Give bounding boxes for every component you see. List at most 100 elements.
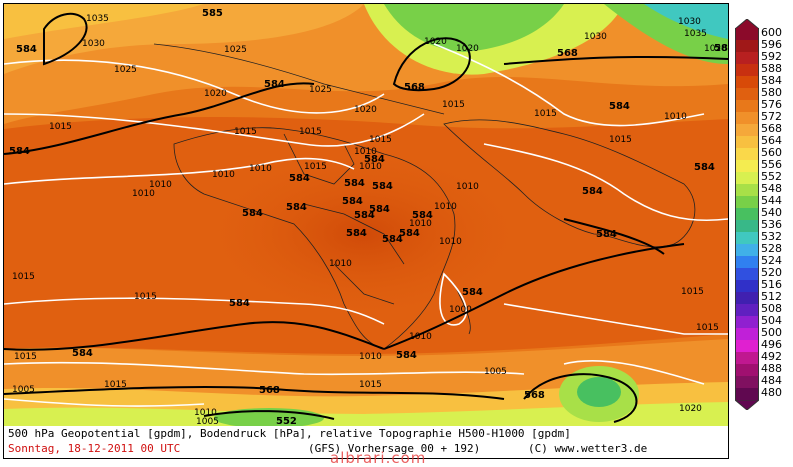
asia-outline bbox=[443, 119, 696, 248]
legend-label: 516 bbox=[761, 278, 782, 291]
legend-label: 524 bbox=[761, 254, 782, 267]
legend-swatch bbox=[735, 352, 759, 364]
pressure-label: 1010 bbox=[194, 408, 217, 418]
legend-row: 500 bbox=[731, 327, 791, 340]
legend-row: 544 bbox=[731, 194, 791, 208]
geopotential-label: 568 bbox=[259, 385, 280, 396]
legend-row: 516 bbox=[731, 278, 791, 292]
legend-swatch bbox=[735, 208, 759, 220]
legend-row: 504 bbox=[731, 314, 791, 328]
legend-row: 496 bbox=[731, 339, 791, 352]
isobar-1010 bbox=[4, 157, 355, 185]
pressure-label: 1005 bbox=[196, 417, 219, 426]
watermark-text: albrari.com bbox=[330, 449, 427, 467]
contour-568-n bbox=[392, 37, 471, 92]
isobar-1000 bbox=[439, 272, 468, 326]
border-2 bbox=[303, 203, 405, 265]
pressure-label: 1015 bbox=[442, 100, 465, 110]
pressure-label: 1035 bbox=[86, 14, 109, 24]
pressure-label: 1010 bbox=[212, 170, 235, 180]
weather-map: 1035 1035 1030 1025 1025 1020 1025 1020 … bbox=[3, 3, 729, 427]
isobar-1010-sw bbox=[4, 398, 205, 407]
geopotential-contours bbox=[4, 12, 728, 423]
pressure-label: 1005 bbox=[12, 385, 35, 395]
pressure-label: 1015 bbox=[234, 127, 257, 137]
geopotential-label: 584 bbox=[694, 162, 715, 173]
pressure-label: 1010 bbox=[439, 237, 462, 247]
color-legend: 600 596 592 588 584 580 576 572 568 564 560 556 552 5… bbox=[731, 19, 791, 410]
legend-label: 580 bbox=[761, 86, 782, 99]
legend-swatch bbox=[735, 76, 759, 88]
legend-label: 504 bbox=[761, 314, 782, 327]
isobar-1010-e bbox=[483, 143, 728, 222]
pressure-label: 1020 bbox=[424, 37, 447, 47]
contour-584-s bbox=[4, 321, 385, 351]
isobar-1025 bbox=[4, 59, 385, 114]
legend-row: 536 bbox=[731, 219, 791, 232]
legend-swatch bbox=[735, 304, 759, 316]
field-532-ne bbox=[644, 4, 728, 39]
legend-label: 592 bbox=[761, 50, 782, 63]
legend-label: 508 bbox=[761, 302, 782, 315]
legend-label: 484 bbox=[761, 374, 782, 387]
pressure-label: 1025 bbox=[224, 45, 247, 55]
legend-swatch bbox=[735, 112, 759, 124]
legend-row: 540 bbox=[731, 207, 791, 220]
legend-row: 488 bbox=[731, 363, 791, 376]
legend-swatch bbox=[735, 172, 759, 184]
legend-swatch bbox=[735, 136, 759, 148]
geopotential-label: 584 bbox=[382, 234, 403, 245]
field-540-low bbox=[577, 377, 621, 407]
geopotential-label: 584 bbox=[462, 287, 483, 298]
geopotential-label: 584 bbox=[289, 173, 310, 184]
geopotential-label: 584 bbox=[609, 101, 630, 112]
contour-584-e bbox=[383, 243, 685, 350]
pressure-label: 1010 bbox=[149, 180, 172, 190]
legend-swatch bbox=[735, 256, 759, 268]
geopotential-label: 584 bbox=[342, 196, 363, 207]
isobar-1020-ne bbox=[433, 43, 705, 127]
legend-swatch bbox=[735, 40, 759, 52]
field-544-north bbox=[384, 4, 564, 52]
legend-row: 520 bbox=[731, 266, 791, 280]
legend-label: 480 bbox=[761, 386, 782, 399]
legend-row: 596 bbox=[731, 38, 791, 52]
legend-swatch bbox=[735, 376, 759, 388]
legend-label: 596 bbox=[761, 38, 782, 51]
contour-568-s bbox=[4, 385, 505, 400]
legend-swatch bbox=[735, 148, 759, 160]
pressure-label: 1010 bbox=[354, 147, 377, 157]
geopotential-label: 584 bbox=[344, 178, 365, 189]
legend-swatch bbox=[735, 328, 759, 340]
field-552-south bbox=[4, 402, 728, 426]
field-560-north bbox=[4, 4, 204, 39]
isobars bbox=[4, 43, 728, 407]
geopotential-label: 584 bbox=[346, 228, 367, 239]
legend-row: 552 bbox=[731, 171, 791, 184]
geopotential-label: 584 bbox=[72, 348, 93, 359]
legend-row: 584 bbox=[731, 75, 791, 88]
pressure-label: 1010 bbox=[359, 352, 382, 362]
legend-label: 564 bbox=[761, 134, 782, 147]
legend-row: 524 bbox=[731, 254, 791, 268]
legend-swatch bbox=[735, 388, 759, 400]
legend-label: 520 bbox=[761, 266, 782, 279]
legend-arrow-up-icon bbox=[735, 19, 759, 29]
contour-584-nw bbox=[43, 12, 88, 66]
pressure-label: 1015 bbox=[304, 162, 327, 172]
pressure-label: 1030 bbox=[82, 39, 105, 49]
legend-label: 492 bbox=[761, 350, 782, 363]
legend-swatch bbox=[735, 364, 759, 376]
legend-label: 544 bbox=[761, 194, 782, 207]
geopotential-label: 584 bbox=[242, 208, 263, 219]
pressure-label: 1010 bbox=[434, 202, 457, 212]
legend-swatch bbox=[735, 292, 759, 304]
geopotential-label: 584 bbox=[9, 146, 30, 157]
pressure-label: 1010 bbox=[409, 332, 432, 342]
legend-label: 600 bbox=[761, 26, 782, 39]
legend-row: 532 bbox=[731, 231, 791, 244]
isobar-1015-s2 bbox=[4, 361, 525, 376]
legend-row: 600 bbox=[731, 26, 791, 40]
pressure-label: 1025 bbox=[309, 85, 332, 95]
caption-site: (C) www.wetter3.de bbox=[528, 442, 648, 455]
